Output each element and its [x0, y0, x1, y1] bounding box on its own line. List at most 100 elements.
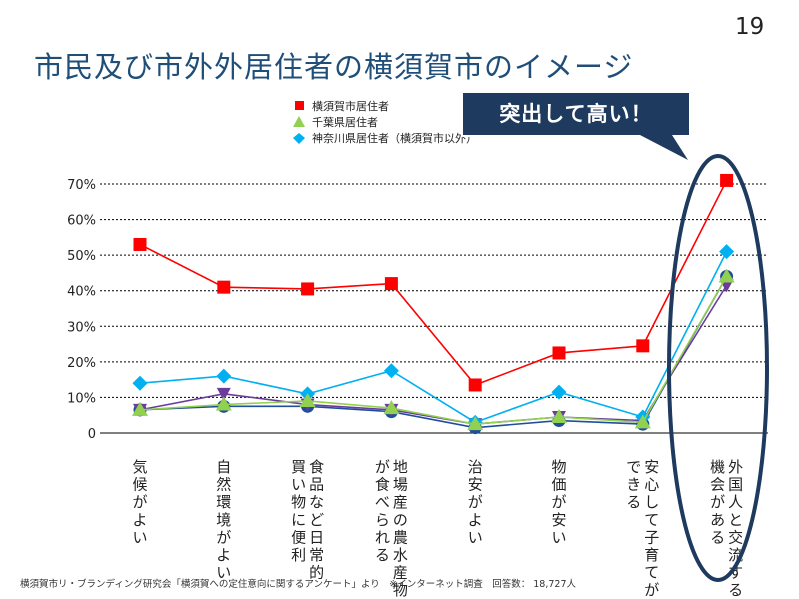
data-point [133, 237, 147, 251]
x-label-char: が [216, 528, 231, 546]
x-label-char: ら [375, 511, 390, 529]
highlight-ellipse [667, 154, 769, 582]
callout-rect [461, 91, 691, 137]
data-point [551, 408, 567, 423]
x-label-char: が [468, 493, 483, 511]
legend-label: 神奈川県居住者（横須賀市以外） [312, 131, 477, 145]
legend-item: 千葉県居住者 [293, 115, 378, 129]
legend-item: 神奈川県居住者（横須賀市以外） [293, 131, 477, 145]
x-label-char: 物 [291, 493, 306, 511]
footer-note: 横須賀市リ・ブランディング研究会「横須賀への定住意向に関するアンケート」より ※… [20, 579, 576, 590]
x-label-char: る [728, 581, 743, 599]
callout-text: 突出して高い！ [499, 102, 653, 126]
y-tick-label: 50% [67, 249, 96, 264]
legend-label: 千葉県居住者 [312, 115, 378, 129]
y-axis-tick-labels: 0 10% 20% 30% 40% 50% 60% 70% [67, 178, 96, 442]
x-label-char: い [291, 476, 306, 494]
data-point [384, 277, 398, 291]
callout-box: 突出して高い！ [462, 92, 690, 136]
data-point [215, 396, 232, 411]
y-tick-label: 30% [67, 320, 96, 335]
x-label-char: が [375, 458, 390, 476]
data-point [217, 280, 231, 294]
y-tick-label: 10% [67, 391, 96, 406]
data-point [216, 387, 231, 401]
x-label-char: い [468, 528, 483, 546]
page-number: 19 [735, 14, 765, 40]
legend-marker [293, 133, 305, 144]
x-label-char: 地 [393, 458, 408, 476]
x-label-char: 買 [291, 458, 306, 476]
x-label-char: な [309, 493, 324, 511]
x-axis-category-labels: 気候がよい自然環境がよい食品など日常的買い物に便利地場産の農水産物が食べられる治… [132, 458, 743, 599]
x-label-char: る [375, 546, 390, 564]
x-label-char: い [216, 564, 231, 582]
data-point [720, 173, 734, 187]
y-tick-label: 0 [88, 427, 96, 442]
x-label-char: 産 [393, 564, 408, 582]
x-label-char: 便 [291, 528, 306, 546]
x-label-char: 物 [551, 458, 566, 476]
x-label-char: が [551, 493, 566, 511]
x-label-char: 自 [216, 458, 231, 476]
x-label-char: 価 [551, 476, 566, 494]
x-label-char: 安 [468, 476, 483, 494]
data-point [718, 268, 735, 283]
legend-label: 横須賀市居住者 [312, 99, 389, 113]
x-label-char: い [551, 528, 566, 546]
x-label-char: で [626, 458, 641, 476]
x-label-char: べ [375, 493, 390, 511]
x-label-char: 育 [644, 546, 659, 564]
x-label-char: 的 [309, 564, 324, 582]
legend-item: 横須賀市居住者 [295, 99, 389, 113]
legend-marker [293, 116, 305, 127]
x-label-char: れ [375, 528, 390, 546]
x-label-char: 治 [468, 458, 483, 476]
x-label-char: 候 [132, 476, 147, 494]
series-lines [132, 173, 735, 435]
series-0 [133, 173, 734, 392]
data-point [301, 282, 315, 296]
x-label-char: て [644, 511, 659, 529]
x-label-char: 品 [309, 476, 324, 494]
x-label-char: 交 [728, 528, 743, 546]
y-tick-label: 70% [67, 178, 96, 193]
x-label-char: 利 [291, 546, 306, 564]
callout-shape [461, 91, 691, 160]
x-label-char: 人 [728, 493, 743, 511]
x-label-char: よ [132, 511, 147, 529]
data-point [467, 416, 484, 431]
data-point [552, 346, 566, 360]
x-label-char: 気 [132, 458, 147, 476]
x-label-char: 然 [216, 476, 231, 494]
x-label-char: い [132, 528, 147, 546]
data-point [636, 339, 650, 353]
x-label-char: 会 [710, 476, 725, 494]
x-label-char: し [644, 493, 659, 511]
series-4 [132, 244, 735, 430]
x-label-char: が [644, 581, 659, 599]
x-label-char: 物 [393, 581, 408, 599]
series-line [139, 276, 728, 425]
x-label-char: に [291, 511, 306, 529]
x-label-char: よ [216, 546, 231, 564]
x-label-char: 心 [644, 476, 659, 494]
x-label-char: 外 [728, 458, 743, 476]
y-tick-label: 20% [67, 356, 96, 371]
data-point [383, 400, 400, 415]
series-line [139, 276, 728, 429]
data-point [468, 378, 482, 392]
data-point [132, 401, 148, 416]
x-label-char: と [728, 511, 743, 529]
x-label-char: る [710, 528, 725, 546]
x-label-char: る [626, 493, 641, 511]
legend-marker [295, 101, 304, 110]
x-label-char: 機 [710, 458, 725, 476]
